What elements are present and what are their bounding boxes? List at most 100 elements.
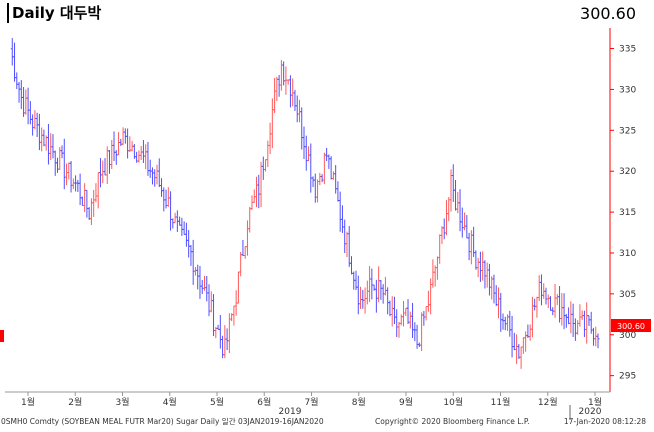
ohlc-bar xyxy=(340,205,344,233)
ohlc-bar xyxy=(307,146,311,162)
ohlc-bar xyxy=(490,276,494,300)
ohlc-bar xyxy=(245,220,249,256)
y-tick-label: 330 xyxy=(619,85,636,95)
ohlc-bar xyxy=(329,156,333,180)
x-tick-label: 10월 xyxy=(443,396,463,408)
ohlc-bar xyxy=(24,89,28,115)
ohlc-bar xyxy=(447,197,451,222)
ohlc-bar xyxy=(232,305,236,326)
ohlc-bar xyxy=(519,346,523,369)
ohlc-bar xyxy=(264,159,268,172)
ohlc-bar xyxy=(390,296,394,327)
ohlc-bar xyxy=(85,189,89,218)
ohlc-bar xyxy=(397,321,401,338)
ohlc-bar xyxy=(128,136,132,153)
ohlc-bar xyxy=(252,189,256,203)
ohlc-bar xyxy=(241,240,245,256)
ohlc-bar xyxy=(216,324,220,330)
ohlc-bar xyxy=(591,327,595,346)
ohlc-bar xyxy=(37,113,41,151)
ohlc-bar xyxy=(46,123,50,165)
ohlc-bar xyxy=(521,337,525,354)
ohlc-bar xyxy=(501,313,505,330)
x-tick-label: 8월 xyxy=(352,396,366,408)
ohlc-bar xyxy=(363,287,367,314)
ohlc-bar xyxy=(392,296,396,325)
ohlc-bar xyxy=(451,164,455,202)
ohlc-bar xyxy=(155,164,159,185)
ohlc-bar xyxy=(435,256,439,280)
ohlc-bar xyxy=(564,313,568,328)
ohlc-bar xyxy=(189,245,193,266)
ohlc-bar xyxy=(539,274,543,306)
footer-security: 0SMH0 Comdty (SOYBEAN MEAL FUTR Mar20) S… xyxy=(1,416,324,426)
ohlc-bar xyxy=(268,122,272,155)
ohlc-bar xyxy=(171,218,175,229)
ohlc-bar xyxy=(524,331,528,352)
ohlc-bar xyxy=(141,140,145,163)
ohlc-bar xyxy=(544,287,548,305)
ohlc-bar xyxy=(196,264,200,290)
ohlc-bar xyxy=(512,332,516,351)
x-tick-label: 4월 xyxy=(163,396,177,408)
ohlc-bar xyxy=(293,89,297,111)
ohlc-bar xyxy=(255,176,259,208)
ohlc-bar xyxy=(218,314,222,349)
last-price-tag: 300.60 xyxy=(617,322,645,331)
ohlc-bar xyxy=(51,134,55,159)
ohlc-bar xyxy=(205,275,209,302)
ohlc-bar xyxy=(261,156,265,180)
ohlc-bar xyxy=(42,129,46,147)
ohlc-bar xyxy=(424,305,428,321)
ohlc-bar xyxy=(510,315,514,358)
ohlc-bar xyxy=(157,158,161,188)
ohlc-bar xyxy=(19,80,23,110)
ohlc-bar xyxy=(126,128,130,159)
ohlc-bar xyxy=(148,159,152,178)
ohlc-bar xyxy=(182,221,186,235)
ohlc-bar xyxy=(282,61,286,86)
y-tick-label: 320 xyxy=(619,167,636,177)
ohlc-bar xyxy=(286,79,290,85)
chart-title: Daily 대두박 xyxy=(12,4,101,22)
ohlc-bar xyxy=(467,232,471,261)
x-tick-label: 5월 xyxy=(210,396,224,408)
ohlc-bar xyxy=(17,81,21,103)
ohlc-bar xyxy=(239,252,243,277)
ohlc-bar xyxy=(476,257,480,278)
ohlc-bar xyxy=(325,147,329,162)
y-tick-label: 305 xyxy=(619,290,636,300)
ohlc-bar xyxy=(295,95,299,123)
ohlc-bar xyxy=(209,291,213,313)
ohlc-bar xyxy=(573,318,577,341)
x-tick-label: 1월 xyxy=(588,396,602,408)
ohlc-bar xyxy=(191,239,195,285)
ohlc-bar xyxy=(440,226,444,244)
ohlc-bar xyxy=(370,268,374,300)
ohlc-bar xyxy=(236,271,240,304)
ohlc-bar xyxy=(560,293,564,326)
ohlc-bar xyxy=(463,212,467,231)
ohlc-bar xyxy=(585,302,589,344)
ohlc-bar xyxy=(537,275,541,302)
ohlc-bar xyxy=(119,138,123,146)
ohlc-bar xyxy=(15,72,19,89)
ohlc-bar xyxy=(144,144,148,170)
ohlc-bar xyxy=(499,292,503,332)
ohlc-bar xyxy=(365,280,369,305)
ohlc-bar xyxy=(103,158,107,176)
ohlc-bar xyxy=(94,183,98,203)
y-tick-label: 300 xyxy=(619,331,636,341)
ohlc-bar xyxy=(26,87,30,125)
ohlc-bar xyxy=(112,131,116,162)
ohlc-bar xyxy=(31,114,35,136)
ohlc-bar xyxy=(166,187,170,207)
ohlc-bar xyxy=(105,146,109,185)
ohlc-bar xyxy=(169,191,173,231)
ohlc-bar xyxy=(374,279,378,313)
ohlc-bar xyxy=(596,333,600,349)
ohlc-bar xyxy=(555,294,559,306)
x-tick-label: 12월 xyxy=(538,396,558,408)
ohlc-bar xyxy=(309,143,313,193)
y-tick-label: 325 xyxy=(619,126,636,136)
